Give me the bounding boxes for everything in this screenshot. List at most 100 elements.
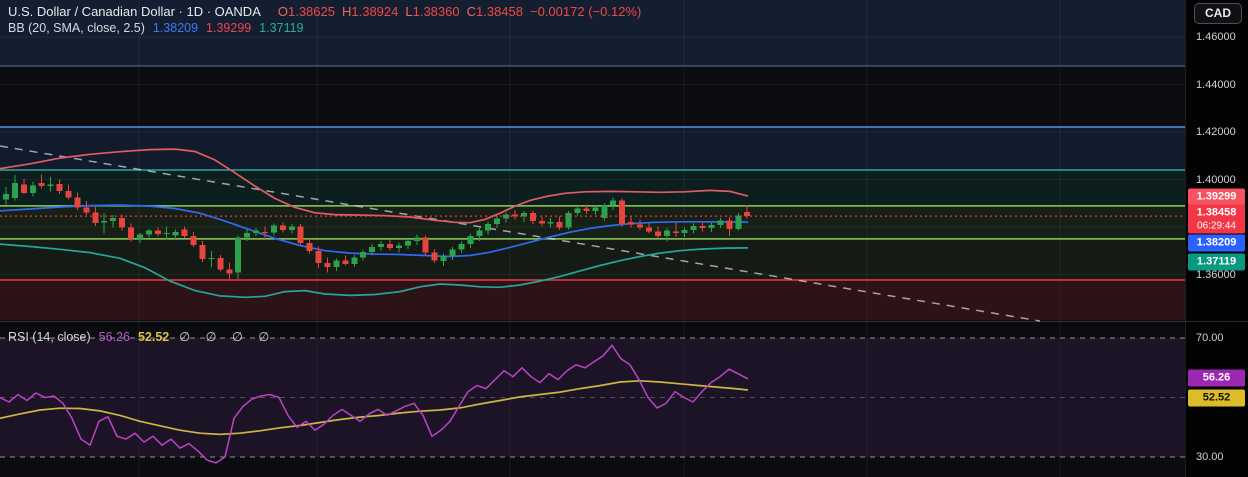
candle <box>110 215 117 228</box>
candle <box>449 247 456 260</box>
candle <box>440 253 447 267</box>
price-scale-axis[interactable]: CAD 1.46000 1.44000 1.42000 1.40000 1.36000 7… <box>1185 0 1248 477</box>
candle <box>681 227 688 237</box>
candle <box>324 257 331 273</box>
candle <box>744 205 751 219</box>
candle <box>145 228 152 238</box>
candle <box>422 235 429 255</box>
rsi-band-fill <box>0 338 1185 457</box>
candle <box>601 203 608 221</box>
candle <box>431 248 438 264</box>
candle <box>342 255 349 266</box>
candle <box>163 226 170 240</box>
candle <box>136 232 143 244</box>
axis-tick-label: 1.44000 <box>1196 78 1236 91</box>
candle <box>154 227 161 237</box>
candle <box>235 235 242 280</box>
price-zones <box>0 0 1185 321</box>
axis-tick-label: 1.40000 <box>1196 173 1236 186</box>
candle <box>628 216 635 228</box>
candle <box>583 204 590 214</box>
main-chart-canvas[interactable] <box>0 0 1185 477</box>
price-label-chip: 56.26 <box>1188 369 1245 387</box>
candle <box>708 222 715 233</box>
candle <box>38 174 45 189</box>
trendline-drawing[interactable] <box>0 145 1041 322</box>
candle <box>690 223 697 234</box>
candle <box>56 179 63 194</box>
rsi-line[interactable] <box>0 344 749 464</box>
candles-group <box>3 174 751 280</box>
candle <box>556 216 563 230</box>
rsi-ma-line[interactable] <box>0 379 749 436</box>
price-label-chip: 1.38209 <box>1188 234 1245 252</box>
candle <box>610 197 617 210</box>
candle <box>387 239 393 251</box>
candle <box>565 210 572 230</box>
pane-separator[interactable] <box>0 321 1248 322</box>
axis-tick-label: 1.46000 <box>1196 31 1236 43</box>
candle <box>592 205 599 215</box>
candle <box>65 184 72 200</box>
candle <box>279 222 286 233</box>
candle <box>262 226 268 239</box>
candle <box>83 200 90 216</box>
countdown-timer: 06:29:44 <box>1197 220 1236 232</box>
candle <box>288 224 295 234</box>
price-label-chip: 1.37119 <box>1188 253 1245 271</box>
bb-lower-line[interactable] <box>0 243 749 299</box>
candle <box>270 223 277 236</box>
axis-tick-label: 70.00 <box>1196 332 1224 344</box>
candle <box>574 206 581 216</box>
candle <box>119 214 126 231</box>
candle <box>726 217 733 236</box>
candle <box>20 179 27 195</box>
candle <box>360 249 367 261</box>
candle <box>333 258 340 271</box>
candle <box>485 221 492 235</box>
candle <box>3 187 9 205</box>
candle <box>315 246 322 268</box>
bb-upper-line[interactable] <box>0 148 749 224</box>
candle <box>520 210 527 222</box>
candle <box>494 216 501 229</box>
candle <box>244 228 251 242</box>
candle <box>547 218 554 228</box>
currency-toggle-button[interactable]: CAD <box>1194 3 1242 24</box>
candle <box>538 217 545 227</box>
candle <box>529 210 536 225</box>
candle <box>29 181 36 197</box>
candle <box>646 223 652 234</box>
candle <box>699 221 706 232</box>
candle <box>128 223 134 242</box>
bb-basis-line[interactable] <box>0 204 748 258</box>
candle <box>378 240 385 252</box>
axis-tick-label: 1.36000 <box>1196 268 1236 281</box>
candle <box>101 213 108 234</box>
price-label-chip: 52.52 <box>1188 389 1245 407</box>
rsi-pane <box>0 337 1185 458</box>
candle <box>467 233 474 248</box>
candle <box>458 241 465 254</box>
candle <box>654 226 661 239</box>
candle <box>306 238 313 254</box>
candle <box>663 228 670 242</box>
support-resistance-lines[interactable] <box>0 65 1185 281</box>
price-label-chip: 1.39299 <box>1188 188 1245 206</box>
candle <box>476 228 483 241</box>
candle <box>735 213 742 231</box>
candle <box>47 177 54 192</box>
candle <box>190 232 197 248</box>
candle <box>226 262 233 279</box>
candle <box>619 198 626 227</box>
candle <box>672 222 679 237</box>
candle <box>395 242 402 253</box>
candle <box>11 175 18 201</box>
candle <box>717 218 724 229</box>
candle <box>181 226 188 239</box>
candle <box>369 244 376 256</box>
candle <box>253 228 259 236</box>
candle <box>637 219 643 230</box>
axis-tick-label: 30.00 <box>1196 451 1224 463</box>
